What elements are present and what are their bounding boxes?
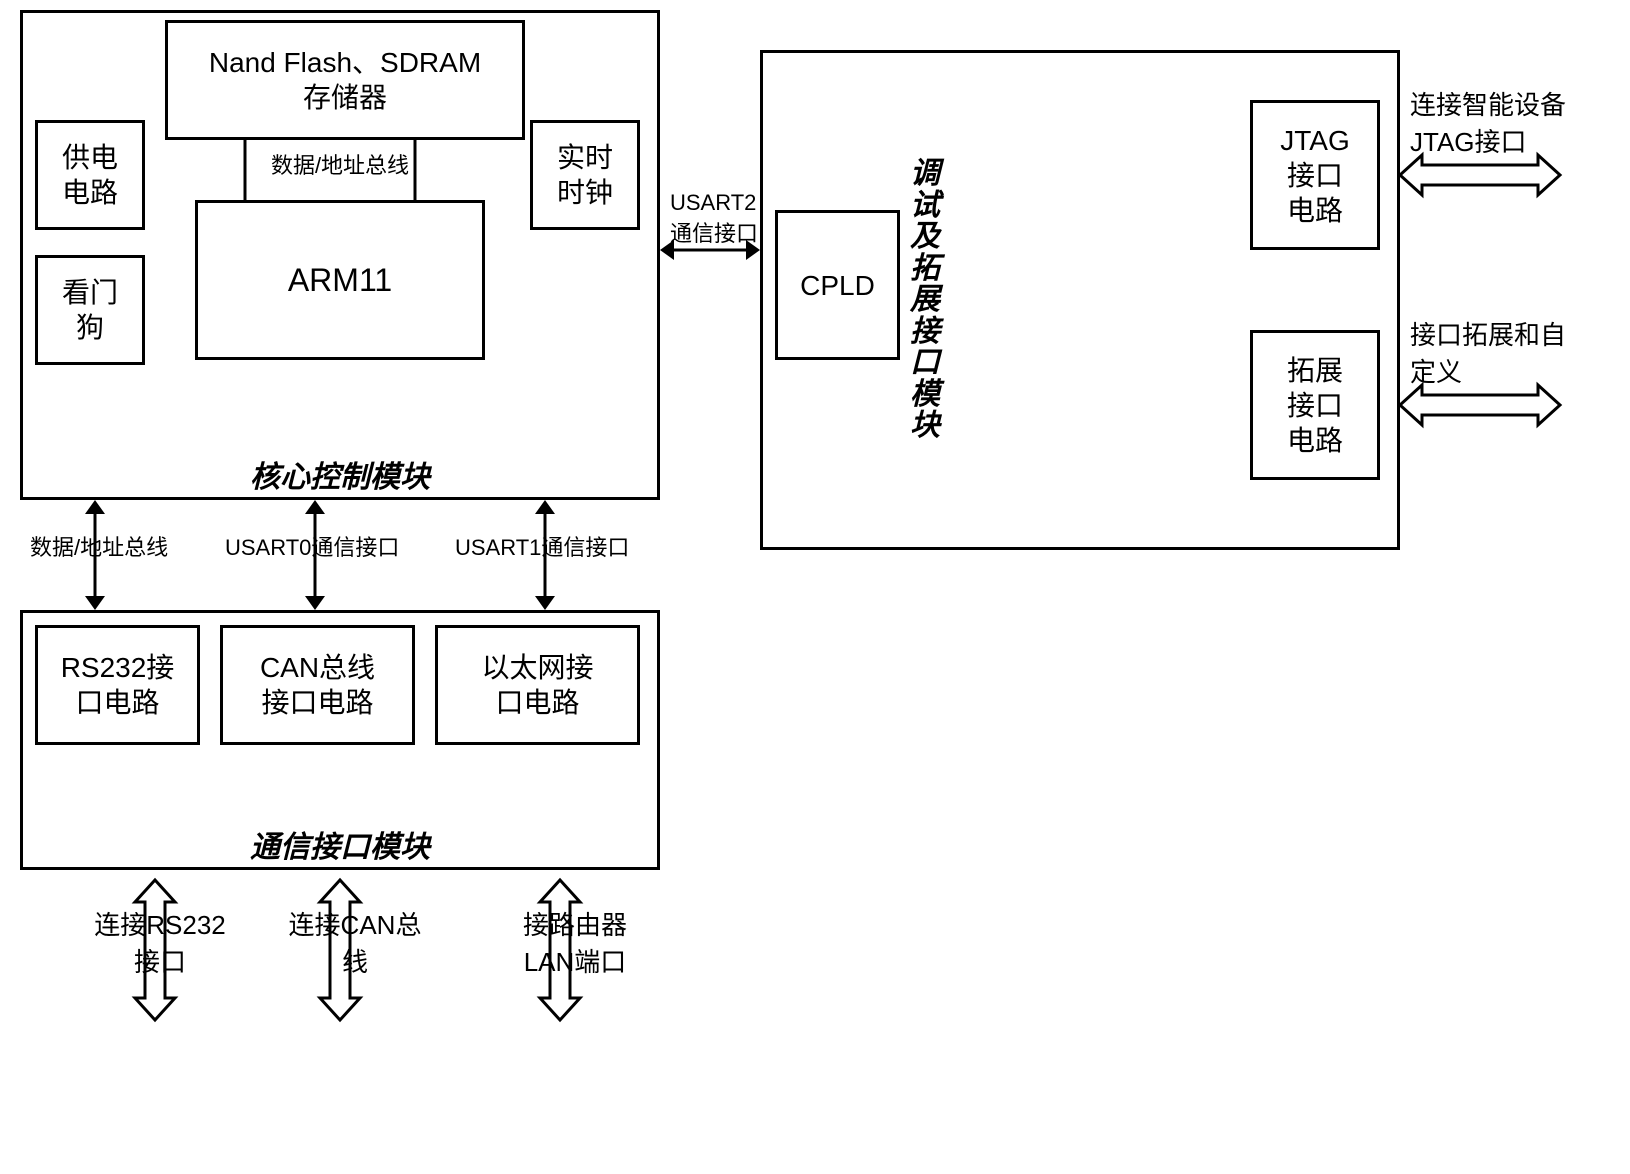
- rs232-box: RS232接口电路: [35, 625, 200, 745]
- debug-out-label-1: 接口拓展和自定义: [1410, 315, 1610, 389]
- core-comm-label-2: USART1通信接口: [455, 530, 635, 562]
- eth-box: 以太网接口电路: [435, 625, 640, 745]
- core-debug-label: USART2通信接口: [670, 190, 770, 248]
- can-box: CAN总线接口电路: [220, 625, 415, 745]
- arm11-box: ARM11: [195, 200, 485, 360]
- nand-arm-bus-label: 数据/地址总线: [225, 148, 455, 180]
- core-comm-label-1: USART0通信接口: [225, 530, 405, 562]
- comm-out-label-0: 连接RS232接口: [80, 905, 240, 979]
- nand-sdram-box: Nand Flash、SDRAM存储器: [165, 20, 525, 140]
- rtc-box: 实时时钟: [530, 120, 640, 230]
- nand-arm-line-1: [413, 140, 417, 200]
- comm-module-title: 通信接口模块: [20, 822, 660, 866]
- debug-out-arrow-1: [1400, 383, 1560, 427]
- nand-arm-line-0: [243, 140, 247, 200]
- jtag-box: JTAG接口电路: [1250, 100, 1380, 250]
- core-comm-label-0: 数据/地址总线: [30, 530, 210, 562]
- comm-out-label-1: 连接CAN总线: [275, 905, 435, 979]
- debug-out-arrow-0: [1400, 153, 1560, 197]
- cpld-box: CPLD: [775, 210, 900, 360]
- debug-module-title: 调试及拓展接口模块: [905, 70, 945, 530]
- power-box: 供电电路: [35, 120, 145, 230]
- core-module-title: 核心控制模块: [20, 452, 660, 496]
- comm-out-label-2: 接路由器LAN端口: [495, 905, 655, 979]
- ext-box: 拓展接口电路: [1250, 330, 1380, 480]
- watchdog-box: 看门狗: [35, 255, 145, 365]
- debug-out-label-0: 连接智能设备JTAG接口: [1410, 85, 1610, 159]
